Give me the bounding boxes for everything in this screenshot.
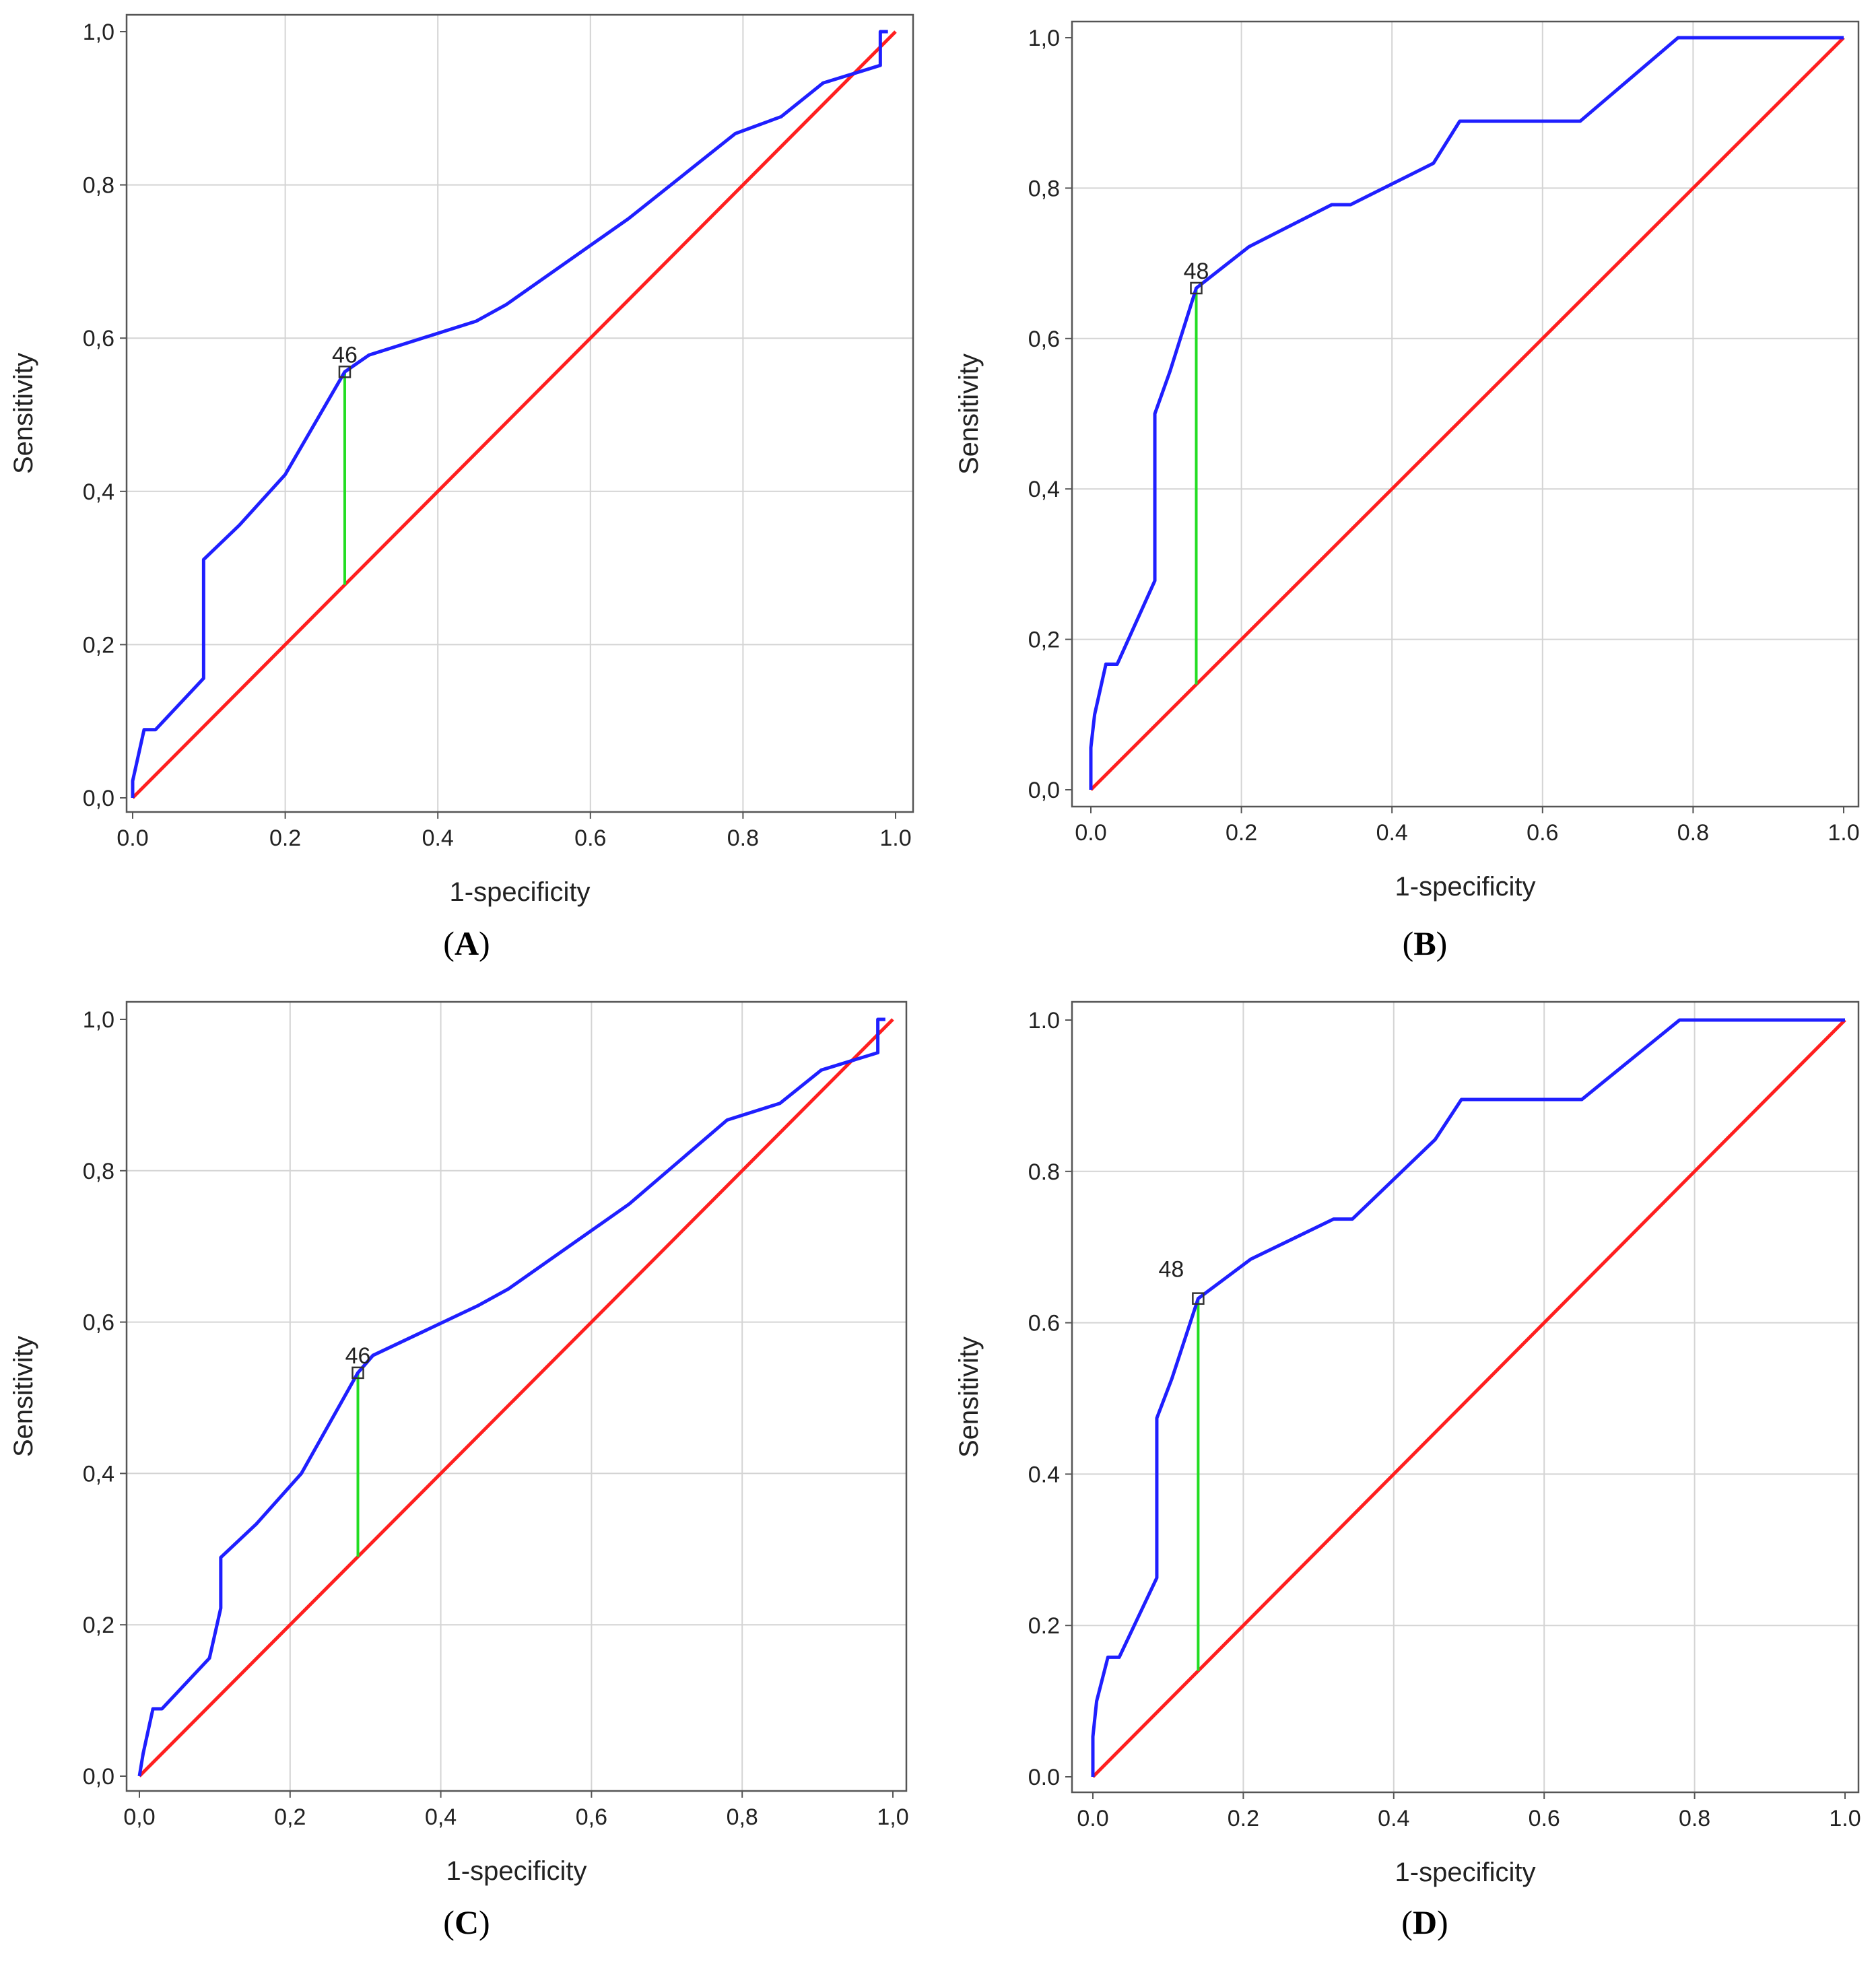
y-tick-label: 0.0 xyxy=(1028,1765,1060,1790)
x-tick-label: 0.6 xyxy=(1529,1806,1560,1831)
cutoff-marker xyxy=(338,366,351,378)
x-tick-label: 0,8 xyxy=(727,1804,758,1830)
panel-label: (A) xyxy=(443,924,490,962)
x-tick-label: 0.2 xyxy=(269,825,301,851)
plot-frame xyxy=(1071,20,1860,808)
panel-label-open: ( xyxy=(443,1903,455,1941)
reference-line xyxy=(131,30,897,799)
cutoff-marker xyxy=(1192,1292,1205,1305)
y-tick-label: 0.4 xyxy=(1028,1462,1060,1487)
y-tick-label: 0.6 xyxy=(1028,1311,1060,1336)
x-tick-label: 0.0 xyxy=(1075,820,1106,846)
y-tick-label: 0.2 xyxy=(1028,1613,1060,1639)
x-axis-title: 1-specificity xyxy=(1395,1858,1536,1887)
plot-frame xyxy=(125,1001,908,1792)
plot-frame xyxy=(125,13,914,813)
x-tick-label: 0.4 xyxy=(422,825,454,851)
y-tick-label: 1,0 xyxy=(1028,26,1060,51)
y-tick-label: 0,0 xyxy=(83,786,114,811)
cutoff-marker xyxy=(1190,281,1203,295)
panel-label: (C) xyxy=(443,1903,490,1941)
x-tick-label: 0.8 xyxy=(1677,820,1709,846)
x-axis-title: 1-specificity xyxy=(1395,872,1536,902)
panel-label-open: ( xyxy=(1401,1903,1413,1941)
roc-curve xyxy=(131,30,888,798)
y-axis-title: Sensitivity xyxy=(954,353,984,475)
x-tick-label: 1.0 xyxy=(1828,820,1859,846)
y-tick-label: 0,8 xyxy=(83,173,114,199)
x-tick-label: 0,6 xyxy=(576,1804,607,1830)
y-tick-label: 0,6 xyxy=(83,326,114,351)
cutoff-label: 46 xyxy=(332,342,358,368)
panel-label-letter: A xyxy=(455,924,479,962)
y-tick-label: 0,4 xyxy=(83,1461,114,1487)
panel-label-open: ( xyxy=(443,924,455,962)
x-tick-label: 0,0 xyxy=(123,1804,155,1830)
cutoff-label: 48 xyxy=(1184,259,1209,284)
x-tick-label: 1.0 xyxy=(1829,1806,1861,1831)
reference-line xyxy=(1090,36,1845,791)
panel-label-letter: D xyxy=(1413,1903,1437,1941)
y-tick-label: 0,8 xyxy=(83,1159,114,1184)
x-tick-label: 0.2 xyxy=(1226,820,1257,846)
x-tick-label: 0.6 xyxy=(1527,820,1558,846)
y-axis-title: Sensitivity xyxy=(9,1336,38,1457)
roc-curve xyxy=(137,1017,885,1777)
roc-curve xyxy=(1091,1018,1845,1777)
y-tick-label: 0,6 xyxy=(1028,327,1060,352)
panel-label-letter: B xyxy=(1413,924,1436,962)
reference-line xyxy=(138,1018,894,1777)
y-tick-label: 0,0 xyxy=(83,1764,114,1790)
y-axis-title: Sensitivity xyxy=(954,1336,984,1458)
x-tick-label: 0.6 xyxy=(574,825,606,851)
y-tick-label: 1.0 xyxy=(1028,1008,1060,1034)
x-tick-label: 0.4 xyxy=(1378,1806,1409,1831)
panel-label-close: ) xyxy=(479,1903,490,1941)
x-tick-label: 0.2 xyxy=(1228,1806,1259,1831)
panel-label-letter: C xyxy=(455,1903,479,1941)
reference-line xyxy=(1092,1019,1846,1778)
roc-panel-c: 0,0 0,2 0,4 0,6 0,8 1,0 0,0 0,2 0,4 0,6 0,8 1,0 1-sp… xyxy=(9,1001,909,1941)
y-tick-label: 0,2 xyxy=(83,632,114,658)
panel-label-close: ) xyxy=(479,924,490,962)
x-axis-title: 1-specificity xyxy=(446,1856,587,1886)
x-axis-title: 1-specificity xyxy=(450,877,591,907)
x-tick-label: 0.8 xyxy=(727,825,759,851)
x-tick-label: 0.8 xyxy=(1679,1806,1710,1831)
x-tick-label: 0,4 xyxy=(425,1804,457,1830)
x-tick-label: 0,2 xyxy=(274,1804,306,1830)
y-tick-label: 1,0 xyxy=(83,1007,114,1033)
x-tick-label: 0.4 xyxy=(1376,820,1408,846)
roc-panel-d: 0.0 0.2 0.4 0.6 0.8 1.0 0.0 0.2 0.4 0.6 0.8 1.0 1-sp… xyxy=(954,1001,1861,1941)
y-tick-label: 0,8 xyxy=(1028,176,1060,201)
x-tick-label: 1.0 xyxy=(879,825,911,851)
x-tick-label: 0.0 xyxy=(1077,1806,1108,1831)
y-tick-label: 0,4 xyxy=(1028,477,1060,502)
y-tick-label: 0,2 xyxy=(1028,628,1060,653)
panel-label-close: ) xyxy=(1436,924,1448,962)
x-tick-label: 1,0 xyxy=(877,1804,908,1830)
plot-frame xyxy=(1071,1001,1860,1794)
cutoff-label: 46 xyxy=(345,1343,371,1369)
y-tick-label: 1,0 xyxy=(83,20,114,45)
y-axis-title: Sensitivity xyxy=(9,353,38,474)
y-tick-label: 0.8 xyxy=(1028,1159,1060,1185)
panel-label-open: ( xyxy=(1403,924,1414,962)
y-tick-label: 0,6 xyxy=(83,1310,114,1336)
x-tick-label: 0.0 xyxy=(116,825,148,851)
y-tick-label: 0,2 xyxy=(83,1613,114,1638)
roc-curve xyxy=(1089,36,1844,790)
panel-label: (D) xyxy=(1401,1903,1448,1941)
cutoff-label: 48 xyxy=(1158,1257,1184,1283)
y-tick-label: 0,4 xyxy=(83,479,114,505)
roc-panel-b: 0.0 0.2 0.4 0.6 0.8 1.0 0,0 0,2 0,4 0,6 0,8 1,0 1-sp… xyxy=(954,20,1860,962)
y-tick-label: 0,0 xyxy=(1028,778,1060,803)
cutoff-marker xyxy=(351,1366,364,1380)
panel-label: (B) xyxy=(1403,924,1448,962)
panel-label-close: ) xyxy=(1437,1903,1448,1941)
roc-panel-a: 0.0 0.2 0.4 0.6 0.8 1.0 0,0 0,2 0,4 0,6 0,8 1,0 1-sp… xyxy=(9,13,914,962)
